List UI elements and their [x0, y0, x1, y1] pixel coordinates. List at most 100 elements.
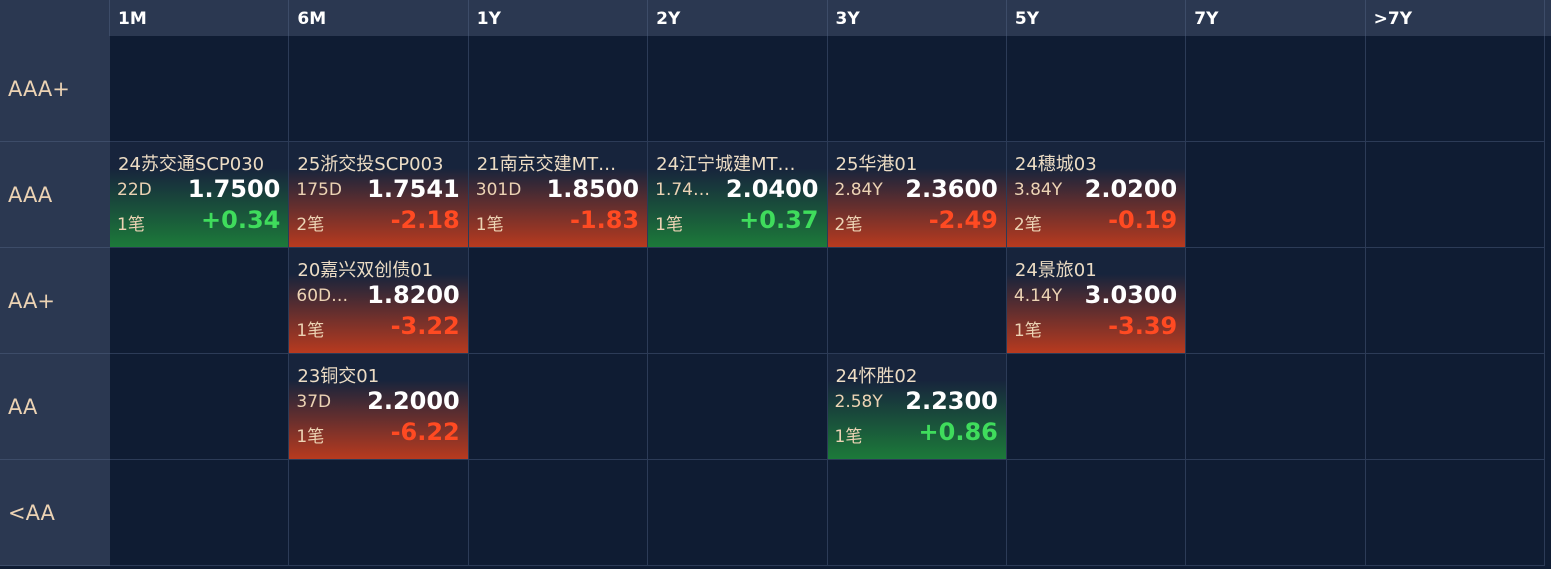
grid-cell: 23铜交01 37D 2.2000 1笔 -6.22 — [289, 354, 469, 460]
column-header: 1Y — [468, 0, 649, 36]
bond-term: 1.74… — [655, 180, 710, 200]
bond-card[interactable]: 24苏交通SCP030 22D 1.7500 1笔 +0.34 — [110, 142, 289, 247]
column-header: >7Y — [1365, 0, 1545, 36]
price-change: -3.22 — [390, 312, 460, 340]
bond-card[interactable]: 24穗城03 3.84Y 2.0200 2笔 -0.19 — [1006, 142, 1186, 247]
column-header: 6M — [289, 0, 469, 36]
row-label: <AA — [0, 460, 110, 566]
bond-card[interactable]: 24江宁城建MT… 1.74… 2.0400 1笔 +0.37 — [648, 142, 827, 247]
bond-price: 1.7541 — [367, 175, 460, 203]
grid-cell — [648, 354, 828, 460]
price-change: -1.83 — [569, 206, 640, 234]
grid-cell — [1186, 460, 1366, 566]
grid-cell — [468, 354, 649, 460]
grid-cell — [1365, 354, 1545, 460]
grid-cell — [289, 36, 469, 142]
row-label: AA+ — [0, 248, 110, 354]
trade-count: 1笔 — [834, 427, 863, 447]
bond-term: 2.84Y — [834, 180, 883, 200]
bond-price: 2.3600 — [905, 175, 998, 203]
row-label: AAA+ — [0, 36, 110, 142]
bond-term: 22D — [117, 180, 152, 200]
grid-cell — [468, 36, 649, 142]
bond-card[interactable]: 25华港01 2.84Y 2.3600 2笔 -2.49 — [827, 142, 1006, 247]
grid-cell: 24苏交通SCP030 22D 1.7500 1笔 +0.34 — [110, 142, 290, 248]
grid-cell — [1365, 460, 1545, 566]
grid-cell — [827, 248, 1007, 354]
trade-count: 2笔 — [834, 215, 863, 235]
header-end — [1545, 0, 1551, 36]
grid-cell — [1186, 248, 1366, 354]
bond-term: 3.84Y — [1013, 180, 1063, 200]
grid-cell — [1365, 36, 1545, 142]
grid-cell: 24江宁城建MT… 1.74… 2.0400 1笔 +0.37 — [648, 142, 828, 248]
grid-cell: 25浙交投SCP003 175D 1.7541 2笔 -2.18 — [289, 142, 469, 248]
grid-cell: 21南京交建MT… 301D 1.8500 1笔 -1.83 — [468, 142, 649, 248]
grid-cell — [289, 460, 469, 566]
header-corner — [0, 0, 110, 36]
grid-cell — [1006, 460, 1187, 566]
grid-cell: 20嘉兴双创债01 60D… 1.8200 1笔 -3.22 — [289, 248, 469, 354]
grid-cell — [110, 460, 290, 566]
bond-name: 21南京交建MT… — [476, 154, 617, 175]
grid-cell — [827, 36, 1007, 142]
price-change: -6.22 — [390, 418, 460, 446]
grid-cell — [110, 354, 290, 460]
trade-count: 1笔 — [117, 215, 145, 235]
price-change: +0.37 — [739, 206, 819, 234]
bond-term: 60D… — [296, 286, 349, 306]
grid-cell: 24景旅01 4.14Y 3.0300 1笔 -3.39 — [1006, 248, 1187, 354]
grid-cell — [1186, 354, 1366, 460]
price-change: -2.18 — [390, 206, 460, 234]
column-header: 3Y — [827, 0, 1007, 36]
price-change: -2.49 — [928, 206, 998, 234]
column-header: 1M — [110, 0, 290, 36]
grid-cell — [648, 460, 828, 566]
trade-count: 2笔 — [1013, 215, 1042, 235]
grid-cell — [1186, 142, 1366, 248]
grid-cell — [468, 460, 649, 566]
bond-name: 25浙交投SCP003 — [297, 154, 444, 175]
price-change: +0.86 — [918, 418, 998, 446]
grid-cell — [827, 460, 1007, 566]
bond-price: 2.0200 — [1084, 175, 1178, 203]
bond-price: 1.8200 — [367, 281, 460, 309]
bond-card[interactable]: 21南京交建MT… 301D 1.8500 1笔 -1.83 — [468, 142, 648, 247]
bond-term: 175D — [296, 180, 342, 200]
column-header: 7Y — [1186, 0, 1366, 36]
grid-cell — [1006, 36, 1187, 142]
trade-count: 1笔 — [475, 215, 504, 235]
grid-cell: 25华港01 2.84Y 2.3600 2笔 -2.49 — [827, 142, 1007, 248]
trade-count: 1笔 — [296, 321, 325, 341]
grid-cell: 24穗城03 3.84Y 2.0200 2笔 -0.19 — [1006, 142, 1187, 248]
bond-name: 20嘉兴双创债01 — [297, 260, 434, 281]
bond-card[interactable]: 25浙交投SCP003 175D 1.7541 2笔 -2.18 — [289, 142, 468, 247]
grid-cell — [110, 248, 290, 354]
trade-count: 1笔 — [1013, 321, 1042, 341]
grid-cell — [1186, 36, 1366, 142]
row-label: AA — [0, 354, 110, 460]
bond-price: 2.2300 — [905, 387, 998, 415]
price-change: +0.34 — [201, 206, 281, 234]
price-change: -3.39 — [1108, 312, 1178, 340]
trade-count: 2笔 — [296, 215, 325, 235]
bond-term: 301D — [475, 180, 522, 200]
bond-name: 24江宁城建MT… — [656, 154, 796, 175]
bond-name: 24景旅01 — [1014, 260, 1097, 281]
bond-term: 4.14Y — [1013, 286, 1063, 306]
grid-cell — [1006, 354, 1187, 460]
trade-count: 1笔 — [655, 215, 683, 235]
bond-card[interactable]: 24怀胜02 2.58Y 2.2300 1笔 +0.86 — [827, 354, 1006, 459]
row-label: AAA — [0, 142, 110, 248]
bond-term: 2.58Y — [834, 392, 883, 412]
bond-card[interactable]: 23铜交01 37D 2.2000 1笔 -6.22 — [289, 354, 468, 459]
grid-cell — [110, 36, 290, 142]
bond-card[interactable]: 24景旅01 4.14Y 3.0300 1笔 -3.39 — [1006, 248, 1186, 353]
column-header: 5Y — [1006, 0, 1187, 36]
bond-card[interactable]: 20嘉兴双创债01 60D… 1.8200 1笔 -3.22 — [289, 248, 468, 353]
bond-price: 1.8500 — [546, 175, 640, 203]
grid-cell — [648, 248, 828, 354]
bond-price: 2.2000 — [367, 387, 460, 415]
bond-price: 2.0400 — [725, 175, 819, 203]
